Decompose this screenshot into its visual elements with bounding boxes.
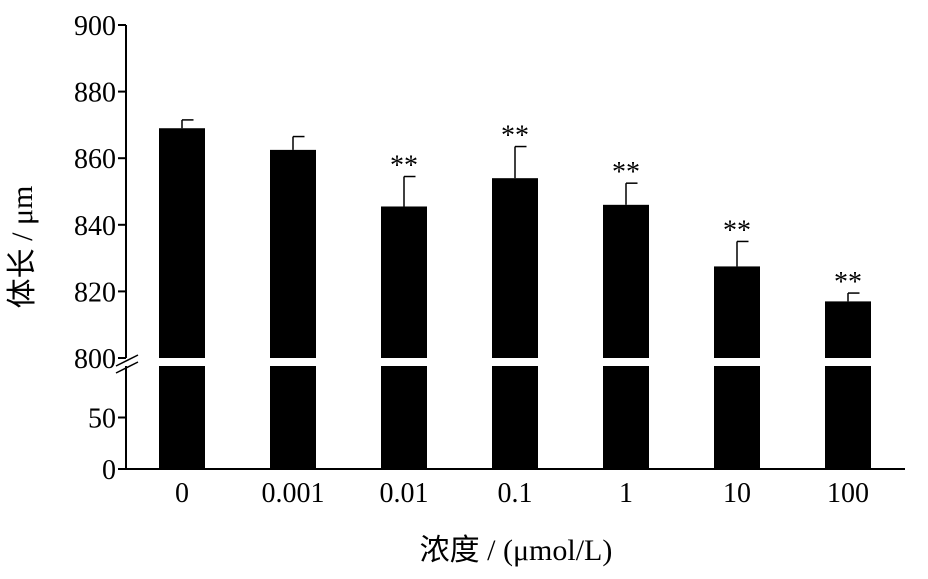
bar-100 — [825, 301, 871, 469]
x-axis-title: 浓度 / (μmol/L) — [420, 534, 613, 567]
bar-0 — [159, 128, 205, 470]
x-ticks-group: 0 0.001 0.01 0.1 1 10 100 — [175, 478, 869, 509]
x-tick-label-100: 100 — [827, 478, 869, 509]
bar-0.1 — [492, 178, 538, 469]
significance-0.1: ** — [501, 121, 529, 152]
x-tick-label-0.1: 0.1 — [498, 478, 533, 509]
significance-1: ** — [612, 157, 640, 188]
x-tick-label-10: 10 — [723, 478, 751, 509]
x-tick-label-1: 1 — [619, 478, 633, 509]
significance-100: ** — [834, 267, 862, 298]
y-tick-label-880: 880 — [74, 78, 116, 109]
axis-break-gap — [110, 358, 910, 366]
bar-10 — [714, 266, 760, 469]
axis-break-mark-bottom — [115, 361, 139, 374]
significance-group: ** ** ** ** ** — [390, 121, 862, 299]
x-tick-label-0.001: 0.001 — [262, 478, 325, 509]
y-tick-label-800: 800 — [74, 344, 116, 375]
error-bars-group — [181, 119, 860, 302]
bar-0.01 — [381, 206, 427, 470]
y-tick-label-0: 0 — [102, 455, 116, 486]
bars-group — [159, 128, 871, 470]
x-tick-label-0.01: 0.01 — [380, 478, 429, 509]
y-tick-label-50: 50 — [88, 404, 116, 435]
bar-0.001 — [270, 149, 316, 469]
y-tick-label-820: 820 — [74, 277, 116, 308]
y-tick-label-860: 860 — [74, 144, 116, 175]
y-tick-label-900: 900 — [74, 11, 116, 42]
significance-0.01: ** — [390, 151, 418, 182]
axis-break-mark-top — [115, 354, 139, 367]
y-tick-label-840: 840 — [74, 211, 116, 242]
y-ticks-group: 800 820 840 860 880 900 0 50 — [74, 11, 126, 486]
significance-10: ** — [723, 215, 751, 246]
y-axis-title: 体长 / μm — [6, 186, 39, 309]
bar-1 — [603, 204, 649, 469]
x-tick-label-0: 0 — [175, 478, 189, 509]
